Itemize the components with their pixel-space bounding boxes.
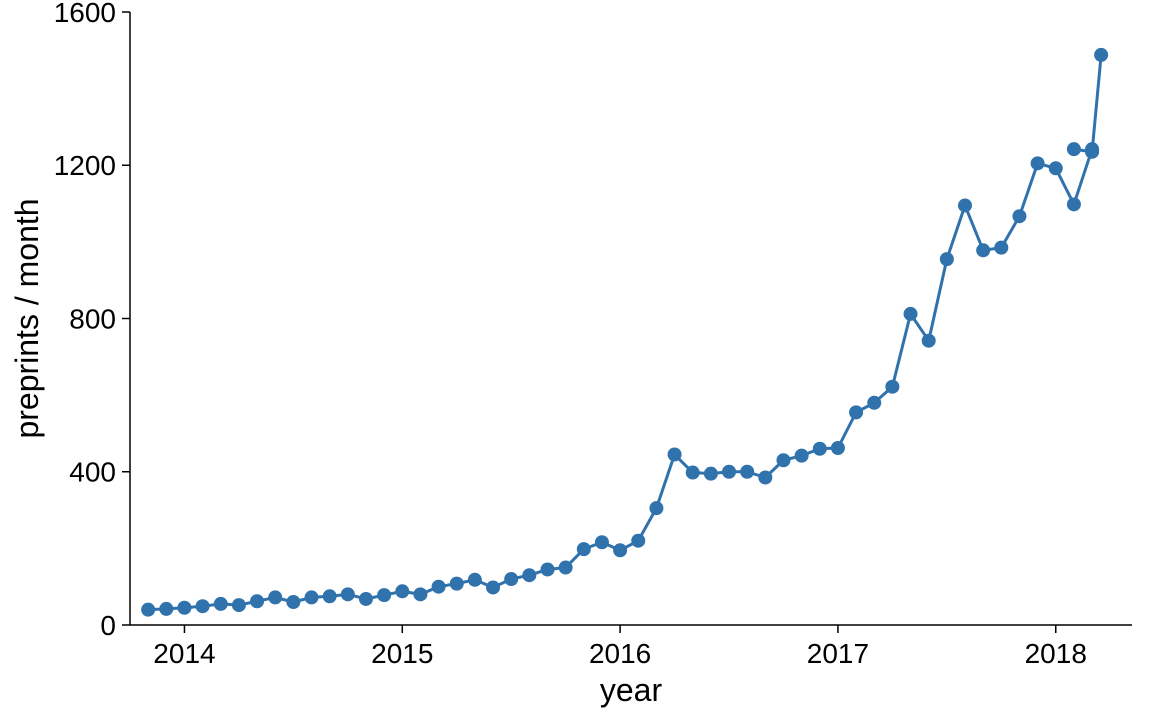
- x-axis-title: year: [600, 672, 663, 708]
- series-marker: [849, 405, 863, 419]
- series-marker: [377, 588, 391, 602]
- y-tick-label: 1600: [54, 0, 116, 28]
- series-marker: [994, 241, 1008, 255]
- x-tick-label: 2017: [807, 638, 869, 669]
- series-marker: [904, 307, 918, 321]
- series-marker: [141, 603, 155, 617]
- y-tick-label: 400: [69, 457, 116, 488]
- series-marker: [976, 243, 990, 257]
- series-marker: [214, 597, 228, 611]
- series-marker: [1067, 142, 1081, 156]
- series-marker: [813, 442, 827, 456]
- series-marker: [740, 465, 754, 479]
- series-marker: [522, 568, 536, 582]
- series-marker: [1094, 48, 1108, 62]
- y-tick-label: 800: [69, 303, 116, 334]
- x-tick-label: 2014: [153, 638, 215, 669]
- series-marker: [1012, 209, 1026, 223]
- series-marker: [432, 580, 446, 594]
- series-marker: [177, 601, 191, 615]
- series-marker: [268, 590, 282, 604]
- series-marker: [232, 598, 246, 612]
- series-marker: [486, 580, 500, 594]
- series-marker: [668, 448, 682, 462]
- series-marker: [341, 587, 355, 601]
- series-marker: [541, 562, 555, 576]
- series-marker: [196, 599, 210, 613]
- series-marker: [631, 534, 645, 548]
- series-marker: [958, 198, 972, 212]
- chart-container: 2014 2015 2016 2017 2018 0 400 800 1200 1600 year p…: [0, 0, 1152, 711]
- series-marker: [758, 471, 772, 485]
- series-marker: [776, 453, 790, 467]
- series-marker: [559, 561, 573, 575]
- series-marker: [1031, 156, 1045, 170]
- series-marker: [1067, 197, 1081, 211]
- series-marker: [1049, 161, 1063, 175]
- series-marker: [722, 465, 736, 479]
- x-tick-label: 2016: [589, 638, 651, 669]
- series-marker: [305, 590, 319, 604]
- series-marker: [595, 535, 609, 549]
- series-marker: [413, 587, 427, 601]
- series-marker: [577, 542, 591, 556]
- series-marker: [613, 543, 627, 557]
- series-marker: [504, 572, 518, 586]
- series-marker: [450, 577, 464, 591]
- series-marker: [831, 441, 845, 455]
- series-marker: [359, 592, 373, 606]
- series-marker: [795, 449, 809, 463]
- x-tick-label: 2015: [371, 638, 433, 669]
- series-marker: [704, 467, 718, 481]
- y-tick-label: 0: [100, 610, 116, 641]
- y-tick-label: 1200: [54, 150, 116, 181]
- plot-bg: [0, 0, 1152, 711]
- series-marker: [885, 380, 899, 394]
- series-marker: [250, 594, 264, 608]
- y-axis-title: preprints / month: [9, 198, 45, 438]
- series-marker: [323, 589, 337, 603]
- series-marker: [686, 466, 700, 480]
- series-marker: [940, 252, 954, 266]
- line-chart: 2014 2015 2016 2017 2018 0 400 800 1200 1600 year p…: [0, 0, 1152, 711]
- series-marker: [649, 501, 663, 515]
- series-marker: [159, 602, 173, 616]
- series-marker: [286, 595, 300, 609]
- series-marker: [395, 584, 409, 598]
- series-marker: [922, 334, 936, 348]
- series-marker: [1085, 145, 1099, 159]
- series-marker: [468, 573, 482, 587]
- x-tick-label: 2018: [1025, 638, 1087, 669]
- series-marker: [867, 396, 881, 410]
